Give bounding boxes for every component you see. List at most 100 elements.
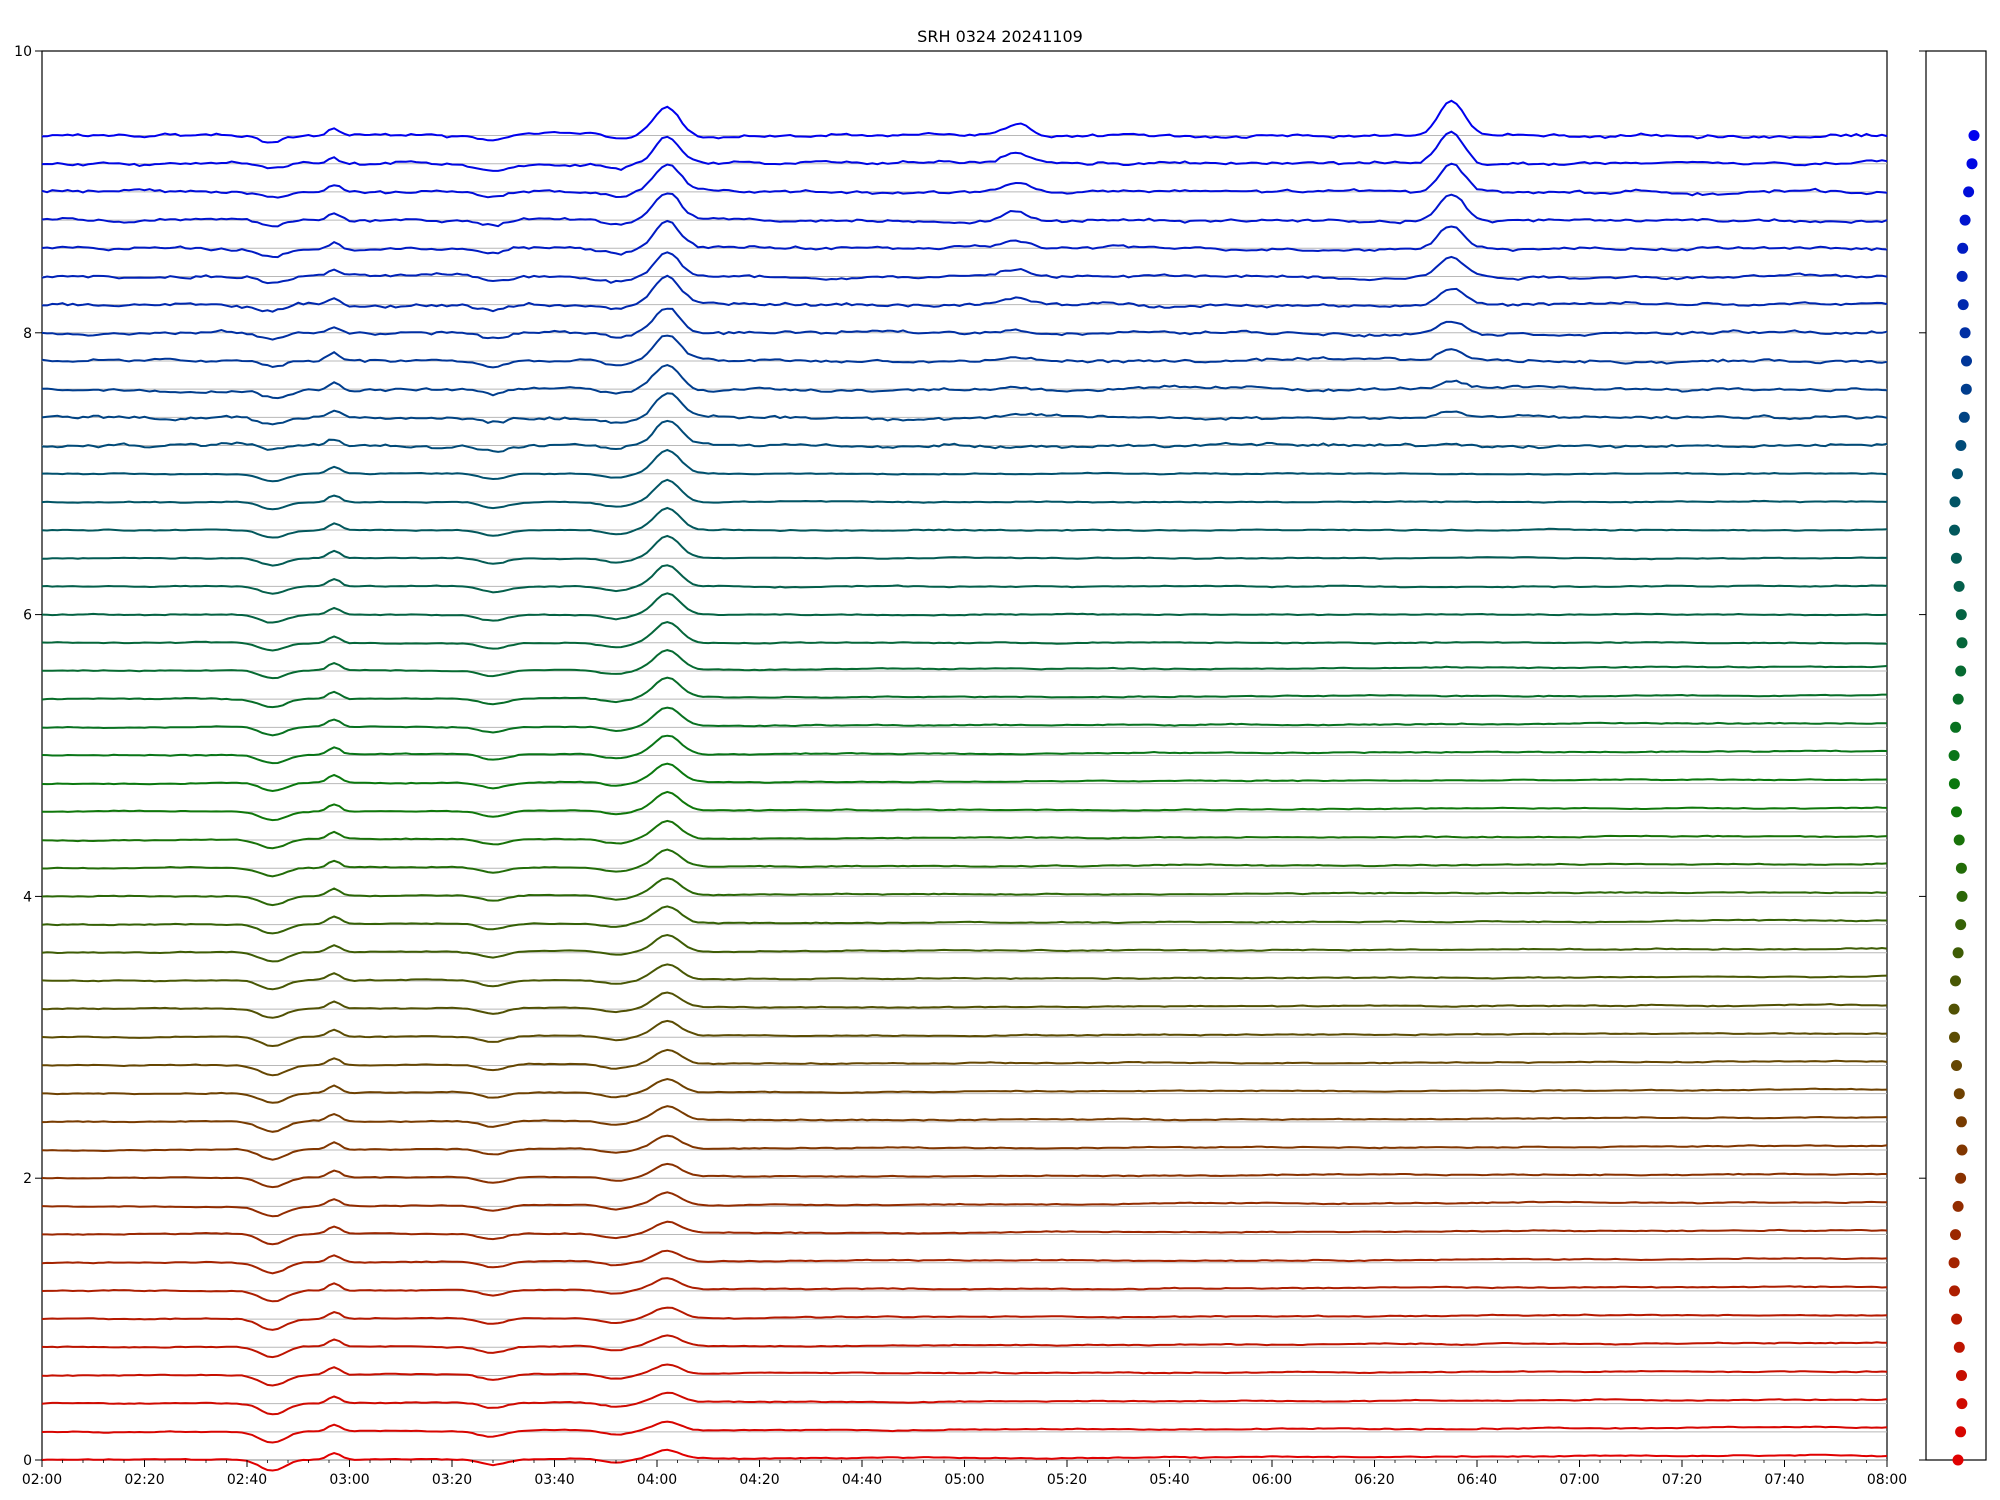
series-line-20	[41, 877, 1888, 907]
x-tick-label-17: 07:40	[1764, 1472, 1804, 1488]
side-point-0	[1952, 1454, 1964, 1466]
side-point-37	[1958, 411, 1970, 423]
series-line-22	[41, 819, 1888, 850]
series-line-21	[42, 848, 1888, 878]
y-axis: 0 2 4 6 8 10	[14, 44, 1926, 1469]
series-line-31	[41, 564, 1888, 595]
side-point-41	[1957, 299, 1969, 311]
series-line-42	[41, 251, 1888, 285]
side-point-10	[1955, 1172, 1967, 1184]
series-line-0	[41, 1448, 1888, 1472]
side-point-5	[1951, 1313, 1963, 1325]
series-line-47	[41, 99, 1888, 144]
side-point-20	[1956, 890, 1968, 902]
side-point-21	[1955, 862, 1967, 874]
series-line-46	[41, 130, 1888, 172]
x-tick-label-16: 07:20	[1662, 1472, 1702, 1488]
side-point-29	[1956, 637, 1968, 649]
series-line-19	[41, 905, 1887, 935]
side-point-2	[1956, 1398, 1968, 1410]
series-line-41	[42, 274, 1888, 313]
side-point-3	[1956, 1370, 1967, 1381]
series-line-7	[41, 1249, 1888, 1275]
series-line-5	[41, 1306, 1888, 1331]
y-tick-label-5: 10	[14, 44, 32, 60]
y-tick-label-0: 0	[23, 1453, 32, 1469]
series-line-15	[41, 1019, 1888, 1048]
y-tick-label-1: 2	[23, 1171, 32, 1187]
series-line-1	[41, 1420, 1888, 1444]
series-line-39	[41, 334, 1888, 369]
x-tick-label-13: 06:20	[1354, 1472, 1394, 1488]
y-tick-label-2: 4	[23, 889, 32, 905]
x-tick-label-0: 02:00	[22, 1472, 62, 1488]
series-line-37	[41, 392, 1888, 426]
side-point-23	[1951, 806, 1962, 818]
series-line-4	[41, 1334, 1887, 1359]
side-point-32	[1950, 552, 1962, 564]
x-tick-label-4: 03:20	[432, 1472, 472, 1488]
x-tick-label-6: 04:00	[637, 1472, 677, 1488]
side-panel-points	[1948, 130, 1980, 1466]
x-tick-label-2: 02:40	[227, 1472, 267, 1488]
side-point-26	[1950, 721, 1962, 733]
side-point-19	[1955, 919, 1967, 931]
x-tick-label-8: 04:40	[842, 1472, 882, 1488]
series-line-14	[41, 1048, 1888, 1077]
side-point-9	[1952, 1200, 1964, 1212]
side-point-14	[1951, 1060, 1962, 1071]
side-point-46	[1966, 158, 1978, 170]
series-line-35	[41, 448, 1888, 483]
side-point-35	[1951, 468, 1963, 480]
side-point-42	[1956, 270, 1968, 282]
side-point-27	[1952, 693, 1964, 705]
chart-title: SRH 0324 20241109	[917, 27, 1083, 46]
series-line-18	[41, 933, 1888, 963]
side-point-39	[1961, 355, 1972, 367]
series-line-12	[41, 1105, 1888, 1133]
series-line-45	[41, 162, 1888, 199]
series-line-29	[41, 620, 1888, 652]
side-point-17	[1950, 975, 1961, 987]
x-tick-label-18: 08:00	[1867, 1472, 1907, 1488]
x-tick-label-7: 04:20	[739, 1472, 779, 1488]
series-line-25	[41, 734, 1888, 765]
series-line-10	[41, 1162, 1887, 1189]
series-line-27	[41, 676, 1887, 709]
x-tick-label-9: 05:00	[944, 1472, 984, 1488]
x-tick-label-11: 05:40	[1149, 1472, 1189, 1488]
series-line-11	[41, 1134, 1888, 1161]
series-line-32	[41, 534, 1888, 567]
side-point-43	[1957, 242, 1969, 254]
x-axis: 02:00 02:20 02:40 03:00 03:20 03:40 04:00 04:20…	[22, 1460, 1907, 1488]
series-line-6	[41, 1277, 1888, 1303]
x-tick-label-10: 05:20	[1047, 1472, 1087, 1488]
side-point-8	[1950, 1229, 1961, 1241]
series-line-17	[41, 963, 1888, 991]
side-point-45	[1963, 186, 1975, 198]
side-point-13	[1953, 1088, 1965, 1100]
side-point-4	[1953, 1341, 1965, 1353]
side-point-11	[1956, 1144, 1968, 1156]
x-tick-label-15: 07:00	[1559, 1472, 1599, 1488]
side-point-40	[1959, 327, 1971, 339]
series-line-2	[41, 1391, 1888, 1416]
series-line-30	[41, 592, 1888, 624]
series-line-26	[41, 706, 1888, 737]
side-panel	[1925, 50, 1987, 1466]
series-line-38	[41, 364, 1888, 400]
side-point-25	[1948, 750, 1960, 761]
side-point-12	[1955, 1116, 1967, 1128]
side-point-47	[1968, 130, 1980, 141]
series-line-24	[41, 762, 1888, 793]
series-line-36	[41, 419, 1888, 453]
x-tick-label-3: 03:00	[329, 1472, 369, 1488]
side-point-18	[1952, 947, 1964, 959]
series-line-28	[42, 649, 1888, 680]
y-tick-label-3: 6	[23, 608, 32, 624]
side-point-28	[1955, 665, 1967, 677]
side-point-44	[1959, 214, 1971, 226]
side-point-7	[1948, 1257, 1960, 1269]
side-point-1	[1955, 1426, 1967, 1438]
